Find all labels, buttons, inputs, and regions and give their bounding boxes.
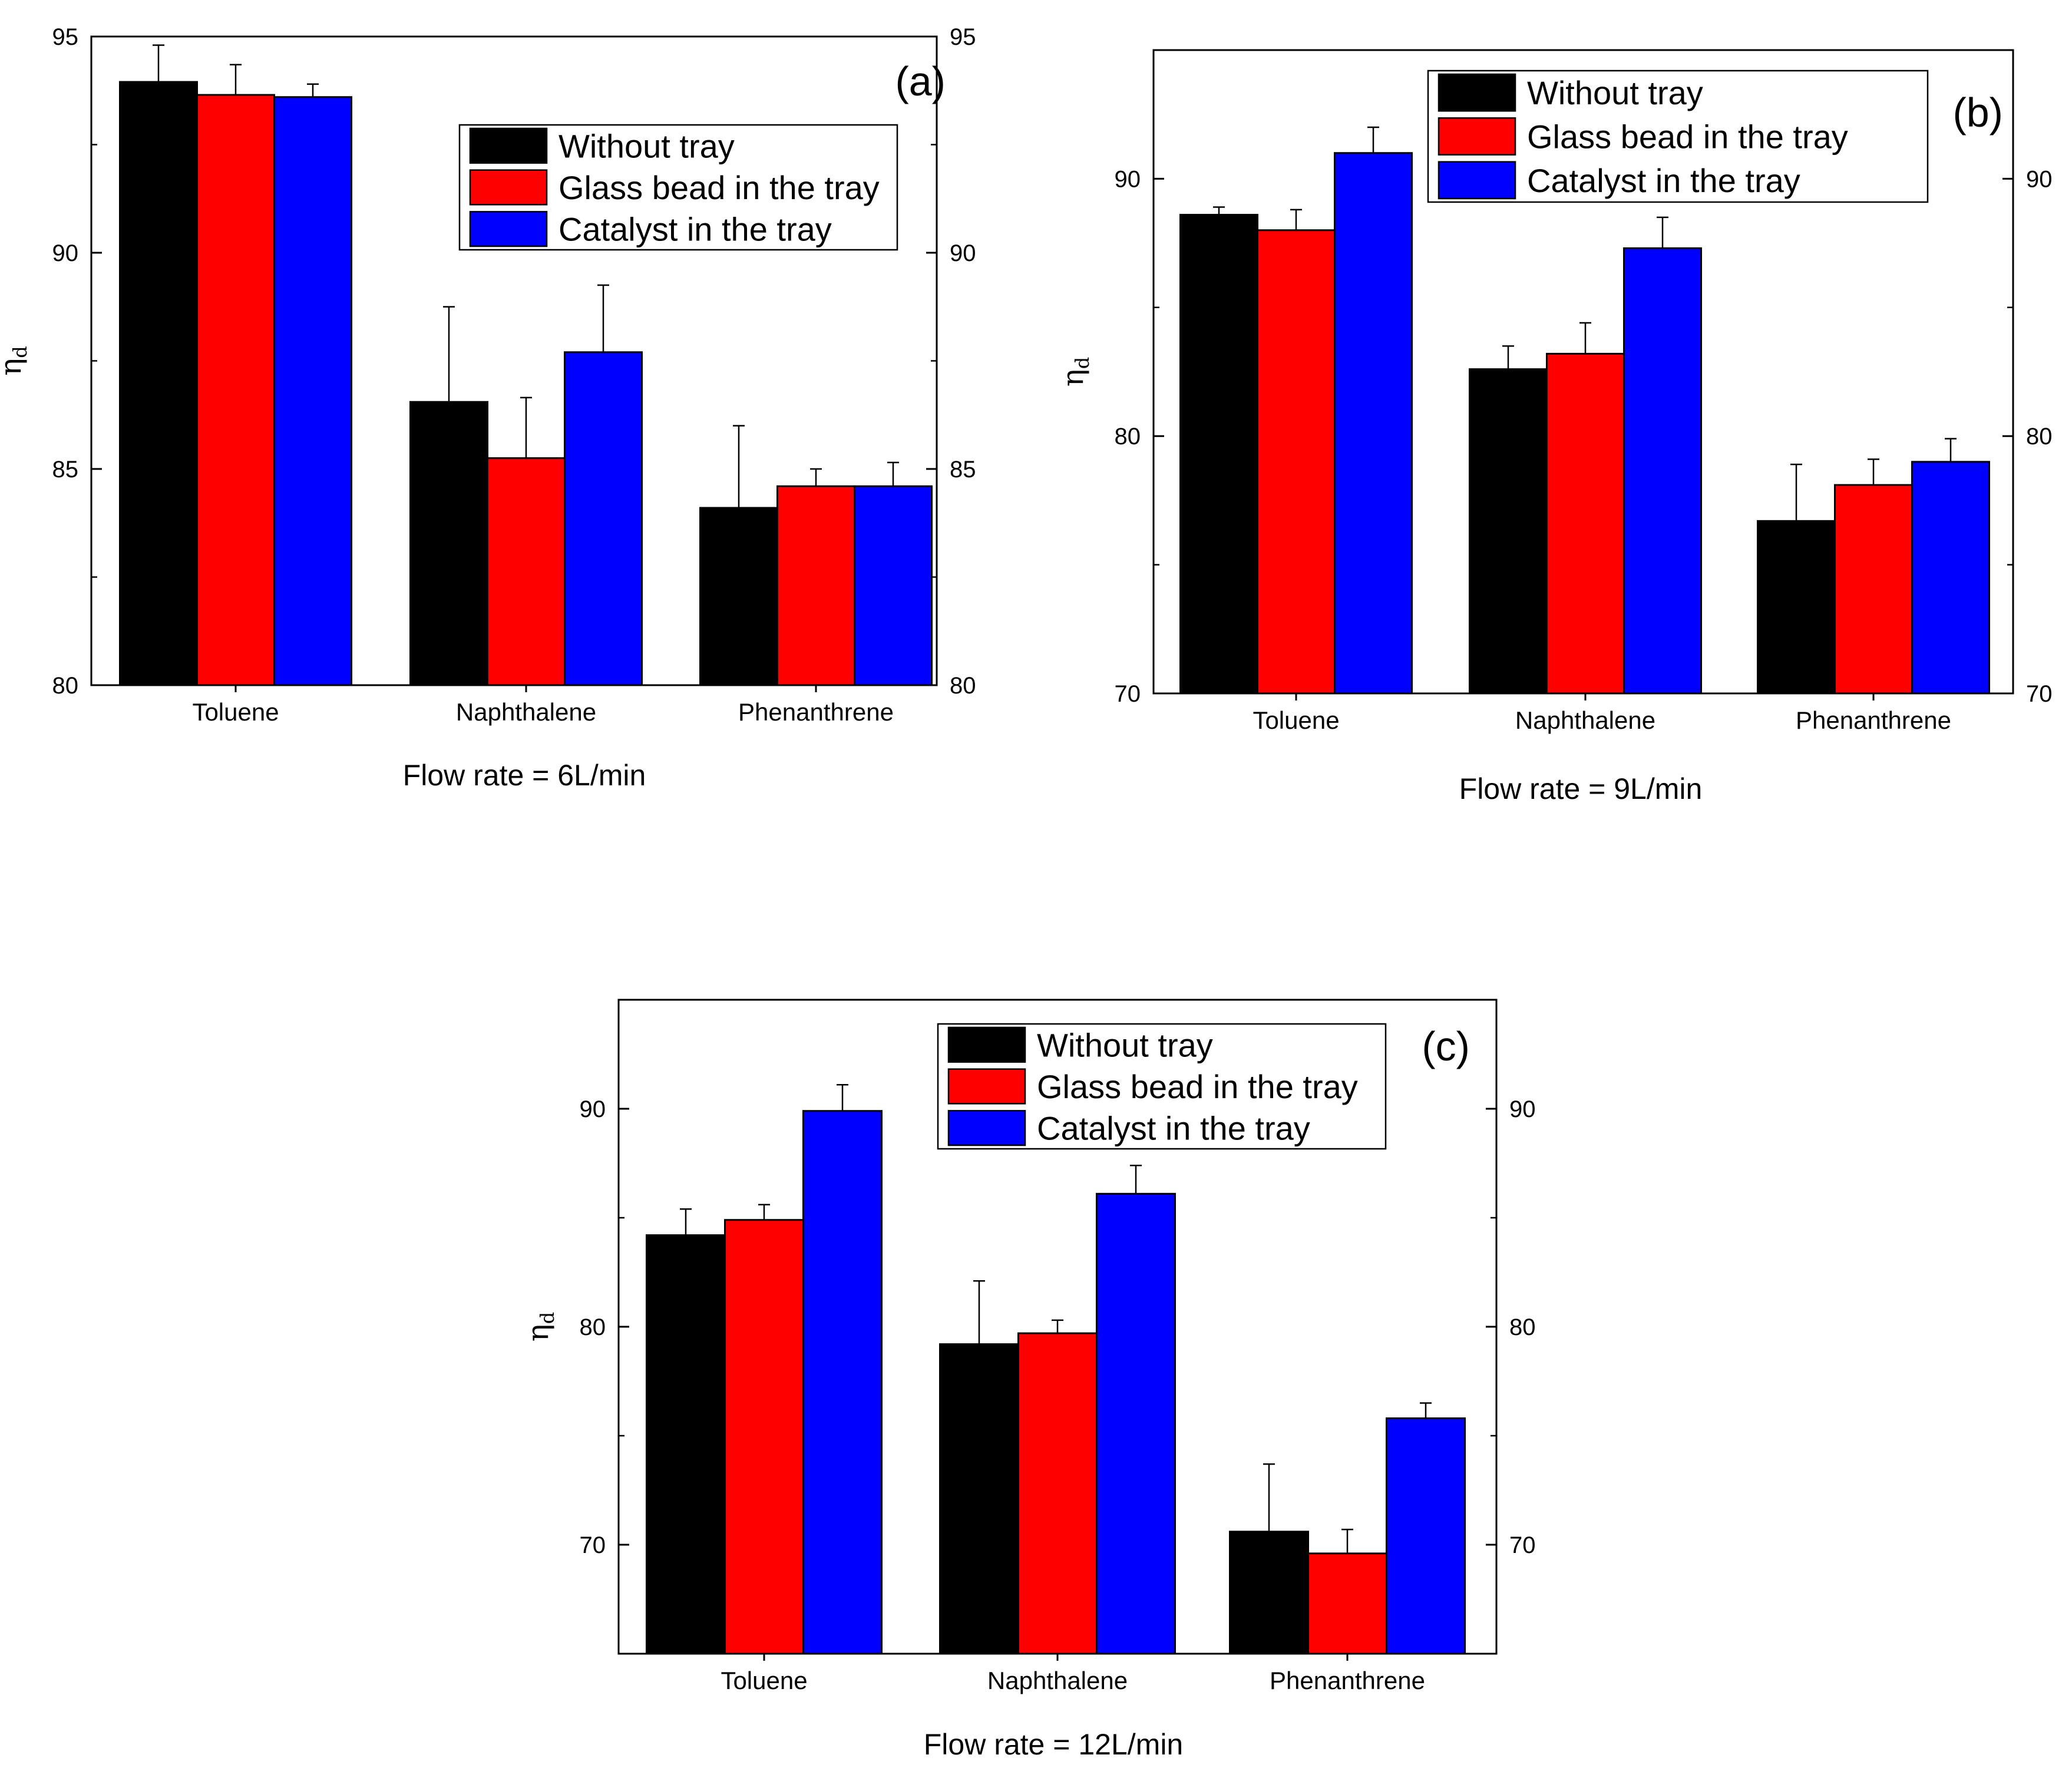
panel-caption: Flow rate = 9L/min <box>1459 772 1703 805</box>
bar <box>1757 520 1836 695</box>
bar <box>1386 1417 1466 1655</box>
y-tick-label: 95 <box>52 24 79 50</box>
panel-label: (b) <box>1952 90 2003 136</box>
legend-label: Glass bead in the tray <box>1527 118 1848 156</box>
bar <box>1911 461 1990 695</box>
y-tick-label: 80 <box>580 1314 606 1340</box>
x-tick-label: Phenanthrene <box>1270 1667 1425 1694</box>
y2-tick-label: 70 <box>1509 1532 1536 1558</box>
bar <box>724 1219 804 1655</box>
bar <box>699 507 778 686</box>
chart-panel-1: 70 70 80 80 90 90 Toluene Naphthalene Phenanthre… <box>1056 49 2053 805</box>
y2-tick-label: 80 <box>950 673 976 699</box>
chart-panel-0: 80 80 85 85 90 90 95 95 Toluene Naphthalene Phenan… <box>0 24 976 792</box>
legend-label: Glass bead in the tray <box>559 169 880 206</box>
bar <box>409 401 488 686</box>
y2-tick-label: 95 <box>950 24 976 50</box>
bar <box>1334 152 1413 695</box>
y-tick-label: 80 <box>52 673 79 699</box>
legend-swatch <box>469 211 548 247</box>
legend-label: Without tray <box>1527 74 1703 111</box>
y2-tick-label: 90 <box>950 240 976 266</box>
y2-tick-label: 80 <box>1509 1314 1536 1340</box>
y-axis-label: ηd <box>0 346 31 375</box>
bar <box>564 351 643 686</box>
y-tick-label: 85 <box>52 457 79 483</box>
chart-panel-2: 70 70 80 80 90 90 Toluene Naphthalene Phenanthre… <box>521 999 1536 1761</box>
legend-swatch <box>1437 161 1516 200</box>
legend-swatch <box>469 169 548 206</box>
bar <box>119 81 198 686</box>
x-tick-label: Phenanthrene <box>738 698 894 726</box>
legend-label: Glass bead in the tray <box>1037 1068 1358 1105</box>
x-tick-label: Phenanthrene <box>1796 706 1951 734</box>
panel-label: (c) <box>1422 1023 1470 1069</box>
legend-label: Without tray <box>559 127 735 164</box>
y2-tick-label: 90 <box>2026 166 2053 192</box>
y-axis-label: ηd <box>1056 357 1093 386</box>
bar <box>854 485 933 686</box>
y2-tick-label: 90 <box>1509 1096 1536 1122</box>
panel-label: (a) <box>895 58 946 104</box>
y-tick-label: 90 <box>1115 166 1141 192</box>
y-tick-label: 80 <box>1115 424 1141 450</box>
x-tick-label: Naphthalene <box>456 698 596 726</box>
legend-swatch <box>947 1026 1026 1063</box>
legend-label: Catalyst in the tray <box>559 211 832 248</box>
legend-label: Catalyst in the tray <box>1037 1110 1310 1147</box>
y-tick-label: 70 <box>1115 681 1141 707</box>
bar <box>273 96 352 686</box>
legend-swatch <box>947 1110 1026 1146</box>
bar <box>1017 1332 1098 1655</box>
bar <box>196 94 275 686</box>
bar <box>1834 484 1913 695</box>
bar <box>1257 229 1336 695</box>
bar <box>1469 368 1548 695</box>
bar <box>1623 247 1702 695</box>
legend-label: Catalyst in the tray <box>1527 162 1800 199</box>
panel-caption: Flow rate = 12L/min <box>924 1728 1183 1761</box>
bar <box>1229 1531 1309 1655</box>
bar <box>1307 1552 1387 1655</box>
y2-tick-label: 85 <box>950 457 976 483</box>
panel-caption: Flow rate = 6L/min <box>403 759 646 792</box>
y2-tick-label: 70 <box>2026 681 2053 707</box>
x-tick-label: Toluene <box>1253 706 1339 734</box>
y-tick-label: 90 <box>580 1096 606 1122</box>
y-axis-label: ηd <box>521 1312 559 1341</box>
bar <box>802 1110 883 1655</box>
x-tick-label: Naphthalene <box>987 1667 1128 1694</box>
x-tick-label: Toluene <box>192 698 279 726</box>
legend-swatch <box>469 127 548 164</box>
y2-tick-label: 80 <box>2026 424 2053 450</box>
x-tick-label: Naphthalene <box>1515 706 1655 734</box>
bar <box>487 457 566 686</box>
bar <box>776 485 855 686</box>
x-tick-label: Toluene <box>721 1667 807 1694</box>
bar <box>1096 1192 1176 1655</box>
y-tick-label: 90 <box>52 240 79 266</box>
bar <box>939 1343 1019 1655</box>
bar <box>1546 352 1625 695</box>
legend-label: Without tray <box>1037 1026 1213 1063</box>
y-tick-label: 70 <box>580 1532 606 1558</box>
plot-frame <box>1152 49 2014 695</box>
legend-swatch <box>1437 73 1516 112</box>
bar <box>1179 214 1258 695</box>
legend-swatch <box>947 1068 1026 1105</box>
bar <box>646 1234 726 1655</box>
legend-swatch <box>1437 117 1516 156</box>
